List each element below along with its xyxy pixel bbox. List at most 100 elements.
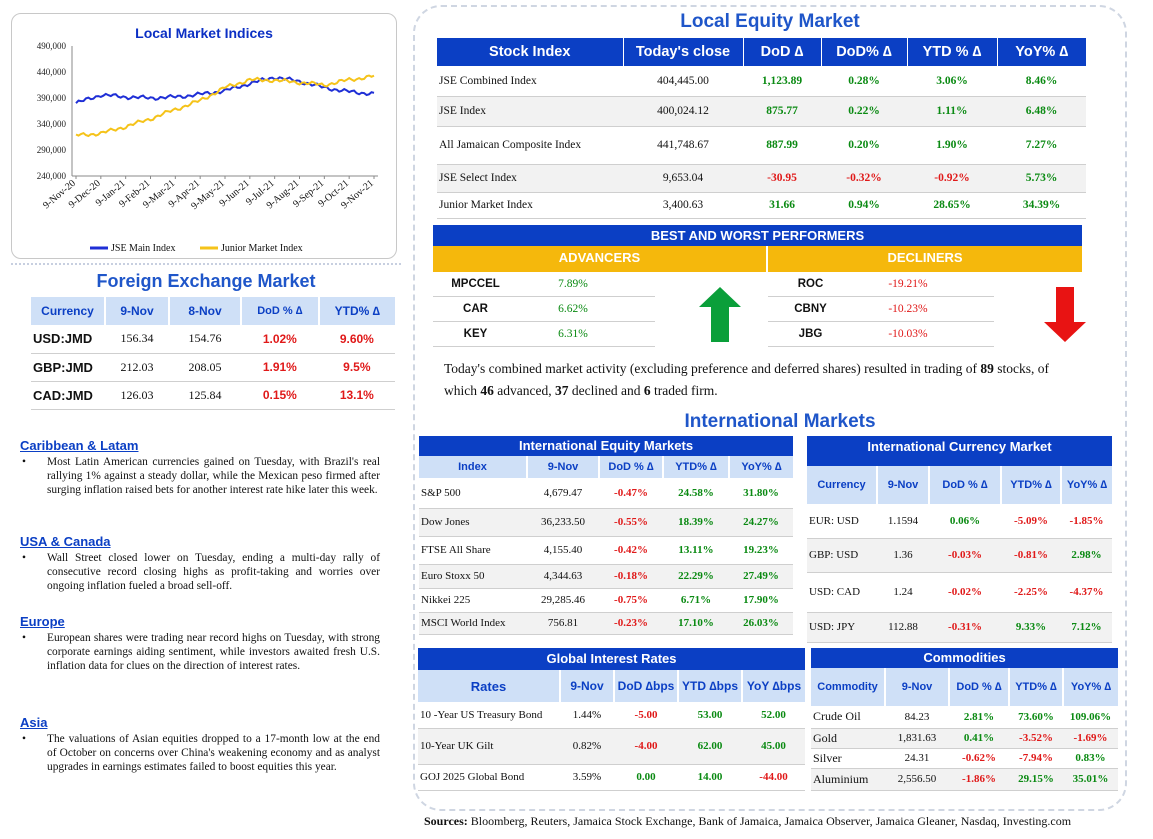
- intl-currency-header: 9-Nov: [877, 466, 930, 504]
- advancer-change: 6.62%: [558, 303, 588, 315]
- rate-ytd: 14.00: [678, 764, 742, 791]
- intl-currency-value: 1.36: [877, 538, 929, 573]
- intl-yoy: 31.80%: [729, 478, 793, 509]
- index-name: Junior Market Index: [437, 192, 623, 219]
- commodity-ytd: 29.15%: [1009, 768, 1063, 791]
- decliner-ticker: CBNY: [794, 303, 827, 315]
- sources-label: Sources:: [424, 814, 468, 828]
- intl-dod: -0.42%: [599, 536, 663, 565]
- intl-currency-pair: GBP: USD: [807, 538, 877, 573]
- intl-equity-header: DoD % ∆: [599, 456, 664, 478]
- news-item: Europe European shares were trading near …: [20, 614, 380, 673]
- dod-pct: 0.28%: [821, 66, 907, 97]
- advancer-ticker: KEY: [463, 328, 488, 340]
- intl-currency-ytd: -2.25%: [1001, 572, 1061, 613]
- intl-currency-dod: 0.06%: [929, 504, 1001, 539]
- dod-change: 875.77: [743, 96, 821, 127]
- commodity-dod: -1.86%: [949, 768, 1009, 791]
- intl-currency-table: Currency 9-Nov DoD % ∆ YTD% ∆ YoY% ∆ EUR…: [807, 466, 1112, 643]
- commodity-value: 84.23: [885, 706, 949, 729]
- fx-ytd: 9.60%: [318, 325, 395, 354]
- commodity-dod: -0.62%: [949, 748, 1009, 769]
- intl-yoy: 24.27%: [729, 508, 793, 537]
- summary-text: declined and: [568, 383, 644, 398]
- intl-dod: -0.18%: [599, 564, 663, 589]
- advancer-change: 6.31%: [558, 328, 588, 340]
- ytd-pct: 1.11%: [907, 96, 997, 127]
- today-close: 400,024.12: [623, 96, 743, 127]
- fx-header: DoD % ∆: [241, 297, 320, 325]
- fx-prev: 208.05: [169, 353, 241, 382]
- news-heading[interactable]: Europe: [20, 614, 65, 629]
- dod-change: 31.66: [743, 192, 821, 219]
- equity-row: JSE Index 400,024.12 875.77 0.22% 1.11% 6.48%: [437, 96, 1086, 127]
- dod-change: 887.99: [743, 126, 821, 165]
- news-bullet: Most Latin American currencies gained on…: [20, 455, 380, 497]
- intl-index-value: 4,679.47: [527, 478, 599, 509]
- intl-equity-row: Euro Stoxx 50 4,344.63 -0.18% 22.29% 27.49%: [419, 564, 793, 589]
- commodities-header: Commodity: [811, 668, 886, 706]
- rates-header: 9-Nov: [560, 670, 615, 702]
- today-close: 9,653.04: [623, 164, 743, 193]
- ytd-pct: -0.92%: [907, 164, 997, 193]
- news-heading[interactable]: Caribbean & Latam: [20, 438, 139, 453]
- summary-declined: 37: [554, 383, 569, 398]
- equity-title: Local Equity Market: [680, 11, 860, 32]
- commodities-block: Commodities Commodity 9-Nov DoD % ∆ YTD%…: [811, 648, 1118, 791]
- rates-table: Rates 9-Nov DoD ∆bps YTD ∆bps YoY ∆bps 1…: [418, 670, 805, 791]
- intl-yoy: 19.23%: [729, 536, 793, 565]
- intl-currency-row: GBP: USD 1.36 -0.03% -0.81% 2.98%: [807, 538, 1112, 573]
- intl-currency-dod: -0.02%: [929, 572, 1001, 613]
- commodity-ytd: -7.94%: [1009, 748, 1063, 769]
- rate-yoy: -44.00: [742, 764, 805, 791]
- intl-ytd: 22.29%: [663, 564, 729, 589]
- dod-pct: 0.94%: [821, 192, 907, 219]
- fx-dod: 0.15%: [241, 381, 319, 410]
- intl-currency-pair: USD: JPY: [807, 612, 877, 643]
- summary-text: Today's combined market activity (exclud…: [444, 361, 981, 376]
- commodity-value: 24.31: [885, 748, 949, 769]
- dod-pct: 0.22%: [821, 96, 907, 127]
- chart-plot: 490,000 440,000 390,000 340,000 290,000 240,0…: [37, 41, 378, 254]
- news-heading[interactable]: Asia: [20, 715, 48, 730]
- fx-ytd: 9.5%: [318, 353, 395, 382]
- rates-header: YoY ∆bps: [746, 679, 802, 693]
- rate-ytd: 53.00: [678, 702, 742, 729]
- commodity-name: Silver: [811, 748, 885, 769]
- equity-row: JSE Select Index 9,653.04 -30.95 -0.32% -0.9…: [437, 164, 1086, 193]
- equity-header: YTD % ∆: [907, 38, 998, 66]
- rate-value: 0.82%: [560, 728, 614, 765]
- intl-equity-row: MSCI World Index 756.81 -0.23% 17.10% 26.03%: [419, 612, 793, 635]
- rates-header: YTD ∆bps: [678, 670, 743, 702]
- rates-title: Global Interest Rates: [418, 648, 805, 670]
- decliner-ticker: ROC: [797, 278, 824, 290]
- rates-row: 10-Year UK Gilt 0.82% -4.00 62.00 45.00: [418, 728, 805, 765]
- decliner-change: -10.23%: [888, 303, 928, 315]
- y-tick-label: 440,000: [37, 67, 67, 77]
- y-tick-label: 340,000: [37, 119, 67, 129]
- news-bullet: European shares were trading near record…: [20, 631, 380, 673]
- summary-text: advanced,: [493, 383, 555, 398]
- fx-header: YTD% ∆: [334, 304, 380, 318]
- fx-row: GBP:JMD 212.03 208.05 1.91% 9.5%: [31, 353, 395, 382]
- commodity-yoy: 0.83%: [1063, 748, 1118, 769]
- fx-currency: GBP:JMD: [31, 353, 105, 382]
- intl-currency-title: International Currency Market: [807, 436, 1112, 466]
- commodity-yoy: -1.69%: [1063, 728, 1118, 749]
- intl-ytd: 18.39%: [663, 508, 729, 537]
- intl-currency-yoy: -1.85%: [1061, 504, 1112, 539]
- intl-currency-ytd: 9.33%: [1001, 612, 1061, 643]
- intl-index-value: 4,155.40: [527, 536, 599, 565]
- commodities-table: Commodity 9-Nov DoD % ∆ YTD% ∆ YoY% ∆ Cr…: [811, 668, 1118, 791]
- intl-index-value: 756.81: [527, 612, 599, 635]
- fx-prev: 125.84: [169, 381, 241, 410]
- intl-equity-row: FTSE All Share 4,155.40 -0.42% 13.11% 19.23%: [419, 536, 793, 565]
- fx-today: 212.03: [105, 353, 169, 382]
- advancer-row: CAR 6.62%: [433, 297, 655, 322]
- fx-row: CAD:JMD 126.03 125.84 0.15% 13.1%: [31, 381, 395, 410]
- intl-currency-row: USD: CAD 1.24 -0.02% -2.25% -4.37%: [807, 572, 1112, 613]
- yoy-pct: 5.73%: [997, 164, 1086, 193]
- news-bullet: The valuations of Asian equities dropped…: [20, 732, 380, 774]
- advancer-row: MPCCEL 7.89%: [433, 272, 655, 297]
- news-heading[interactable]: USA & Canada: [20, 534, 111, 549]
